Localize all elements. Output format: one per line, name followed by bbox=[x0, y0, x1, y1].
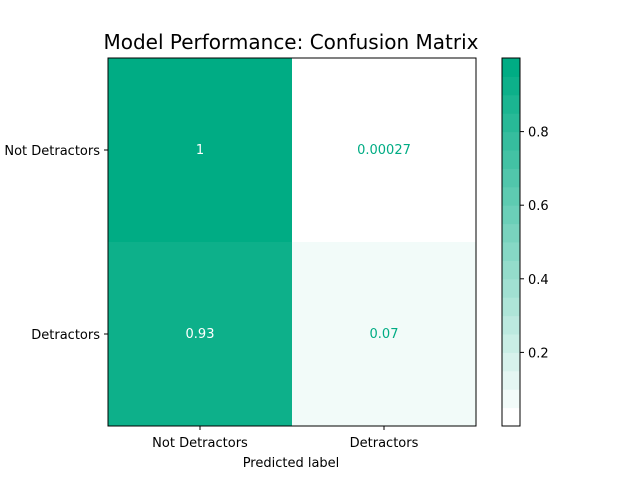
colorbar-tick-label: 0.2 bbox=[528, 346, 549, 361]
colorbar-segment bbox=[502, 370, 520, 390]
x-tick-label: Detractors bbox=[350, 436, 419, 451]
heatmap-cell bbox=[108, 242, 292, 426]
colorbar-tick-label: 0.6 bbox=[528, 199, 549, 214]
colorbar-segment bbox=[502, 334, 520, 353]
colorbar-segment bbox=[502, 223, 520, 243]
y-tick-label: Not Detractors bbox=[4, 144, 100, 159]
colorbar-segment bbox=[502, 205, 520, 225]
colorbar-segment bbox=[502, 260, 520, 280]
colorbar-segment bbox=[502, 242, 520, 261]
colorbar-segment bbox=[502, 168, 520, 188]
heatmap-cell bbox=[292, 58, 476, 242]
colorbar-segment bbox=[502, 407, 520, 427]
cell-value-label: 0.00027 bbox=[357, 143, 411, 158]
colorbar-segment bbox=[502, 94, 520, 114]
cell-value-label: 0.07 bbox=[370, 327, 399, 342]
colorbar-segment bbox=[502, 150, 520, 169]
colorbar-segment bbox=[502, 186, 520, 206]
colorbar-segment bbox=[502, 113, 520, 133]
colorbar-segment bbox=[502, 278, 520, 298]
y-tick-label: Detractors bbox=[31, 328, 100, 343]
cell-value-label: 0.93 bbox=[186, 327, 215, 342]
colorbar-segment bbox=[502, 389, 520, 409]
colorbar-tick-label: 0.4 bbox=[528, 273, 549, 288]
chart-title: Model Performance: Confusion Matrix bbox=[103, 30, 478, 54]
x-axis-label: Predicted label bbox=[243, 456, 340, 471]
colorbar-segment bbox=[502, 131, 520, 151]
colorbar-segment bbox=[502, 297, 520, 317]
heatmap-axes: Not Detractors Detractors Not Detractors De… bbox=[4, 57, 477, 451]
colorbar-segment bbox=[502, 352, 520, 372]
colorbar-tick-label: 0.8 bbox=[528, 126, 549, 141]
x-tick-label: Not Detractors bbox=[152, 436, 248, 451]
colorbar-segment bbox=[502, 58, 520, 77]
cell-value-label: 1 bbox=[196, 143, 204, 158]
heatmap-matrix: 1 0.00027 0.93 0.07 bbox=[108, 58, 476, 426]
colorbar-segment bbox=[502, 76, 520, 96]
heatmap-cell bbox=[292, 242, 476, 426]
heatmap-cell bbox=[108, 58, 292, 242]
colorbar-frame bbox=[501, 57, 521, 427]
colorbar: 0.2 0.4 0.6 0.8 bbox=[501, 57, 549, 427]
colorbar-segment bbox=[502, 315, 520, 335]
plot-frame bbox=[107, 57, 477, 427]
